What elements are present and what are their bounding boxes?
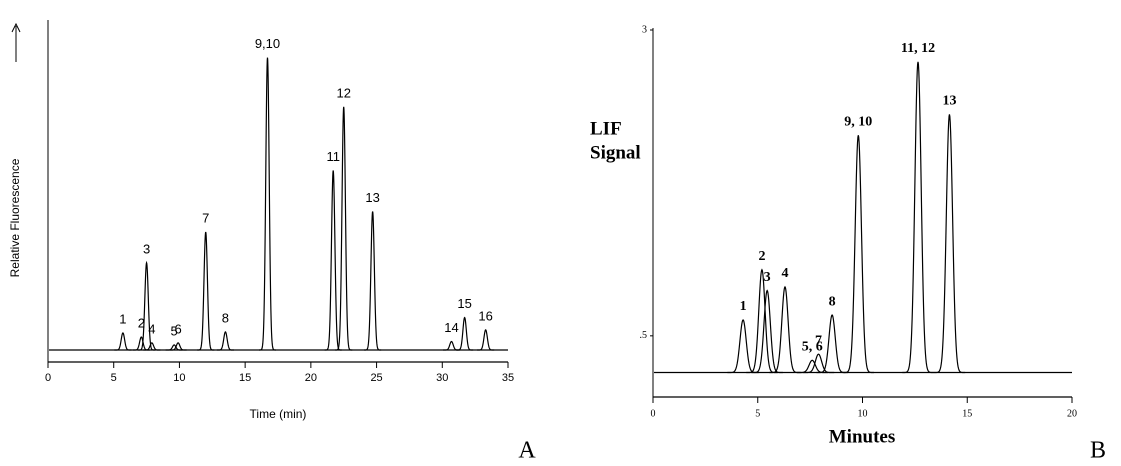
x-tick-label: 10: [858, 408, 868, 419]
peak: [335, 106, 353, 351]
x-tick-label: 0: [651, 408, 656, 419]
peak-label: 1: [119, 311, 126, 326]
peak: [197, 231, 215, 351]
peak-label: 12: [336, 85, 350, 100]
peak-label: 3: [764, 270, 771, 285]
x-tick-label: 25: [370, 372, 382, 384]
x-tick-label: 35: [502, 372, 514, 384]
peak-label: 5, 6: [802, 340, 823, 355]
peak-label: 7: [202, 210, 209, 225]
peak: [169, 342, 187, 351]
peak-label: 11, 12: [901, 41, 935, 56]
y-arrow-head: [11, 22, 21, 33]
peak-label: 15: [457, 296, 471, 311]
peak-label: 11: [326, 149, 340, 164]
peak-label: 6: [174, 321, 181, 336]
peak: [751, 289, 783, 374]
x-tick-label: 10: [173, 372, 185, 384]
peak: [324, 170, 342, 351]
x-tick-label: 20: [305, 372, 317, 384]
peak: [477, 329, 495, 351]
x-tick-label: 5: [755, 408, 760, 419]
peak-label: 9,10: [255, 36, 280, 51]
peak-label: 14: [444, 320, 458, 335]
peak: [258, 57, 277, 351]
peak-label: 2: [138, 315, 145, 330]
peak: [143, 342, 161, 351]
peak: [933, 114, 966, 374]
x-tick-label: 5: [111, 372, 117, 384]
peak-label: 9, 10: [844, 114, 872, 129]
y-tick-label: 3: [642, 24, 647, 35]
x-axis-label: Time (min): [250, 407, 307, 421]
x-tick-label: 20: [1067, 408, 1077, 419]
y-tick-label: .5: [640, 330, 648, 341]
peak-label: 2: [758, 249, 765, 264]
x-tick-label: 15: [962, 408, 972, 419]
peak-label: 13: [942, 94, 956, 109]
peak: [138, 260, 156, 351]
peak-label: 16: [478, 308, 492, 323]
x-tick-label: 0: [45, 372, 51, 384]
panel-label: B: [1090, 438, 1106, 464]
peak: [442, 340, 461, 351]
peak-label: 4: [148, 321, 155, 336]
peak-label: 8: [222, 310, 229, 325]
x-axis-label: Minutes: [829, 426, 896, 447]
peak: [456, 316, 474, 351]
peak-label: 4: [781, 266, 788, 281]
peak: [802, 353, 835, 374]
y-axis-label: Relative Fluorescence: [8, 158, 22, 277]
peak-label: 3: [143, 241, 150, 256]
peak: [216, 331, 234, 351]
peak-label: 13: [365, 190, 379, 205]
peak: [364, 211, 382, 351]
x-tick-label: 15: [239, 372, 251, 384]
peak-label: 1: [740, 299, 747, 314]
peak-label: 5: [171, 323, 178, 338]
x-tick-label: 30: [436, 372, 448, 384]
peak-label: 7: [815, 333, 822, 348]
peak: [769, 285, 801, 374]
peak: [165, 344, 183, 351]
peak: [842, 135, 875, 374]
panel-label: A: [518, 438, 536, 464]
peak-label: 8: [829, 294, 836, 309]
peak: [114, 332, 132, 351]
y-axis-label: Signal: [590, 142, 641, 163]
peak: [902, 61, 934, 374]
y-axis-label: LIF: [590, 118, 622, 139]
peak: [727, 319, 759, 374]
